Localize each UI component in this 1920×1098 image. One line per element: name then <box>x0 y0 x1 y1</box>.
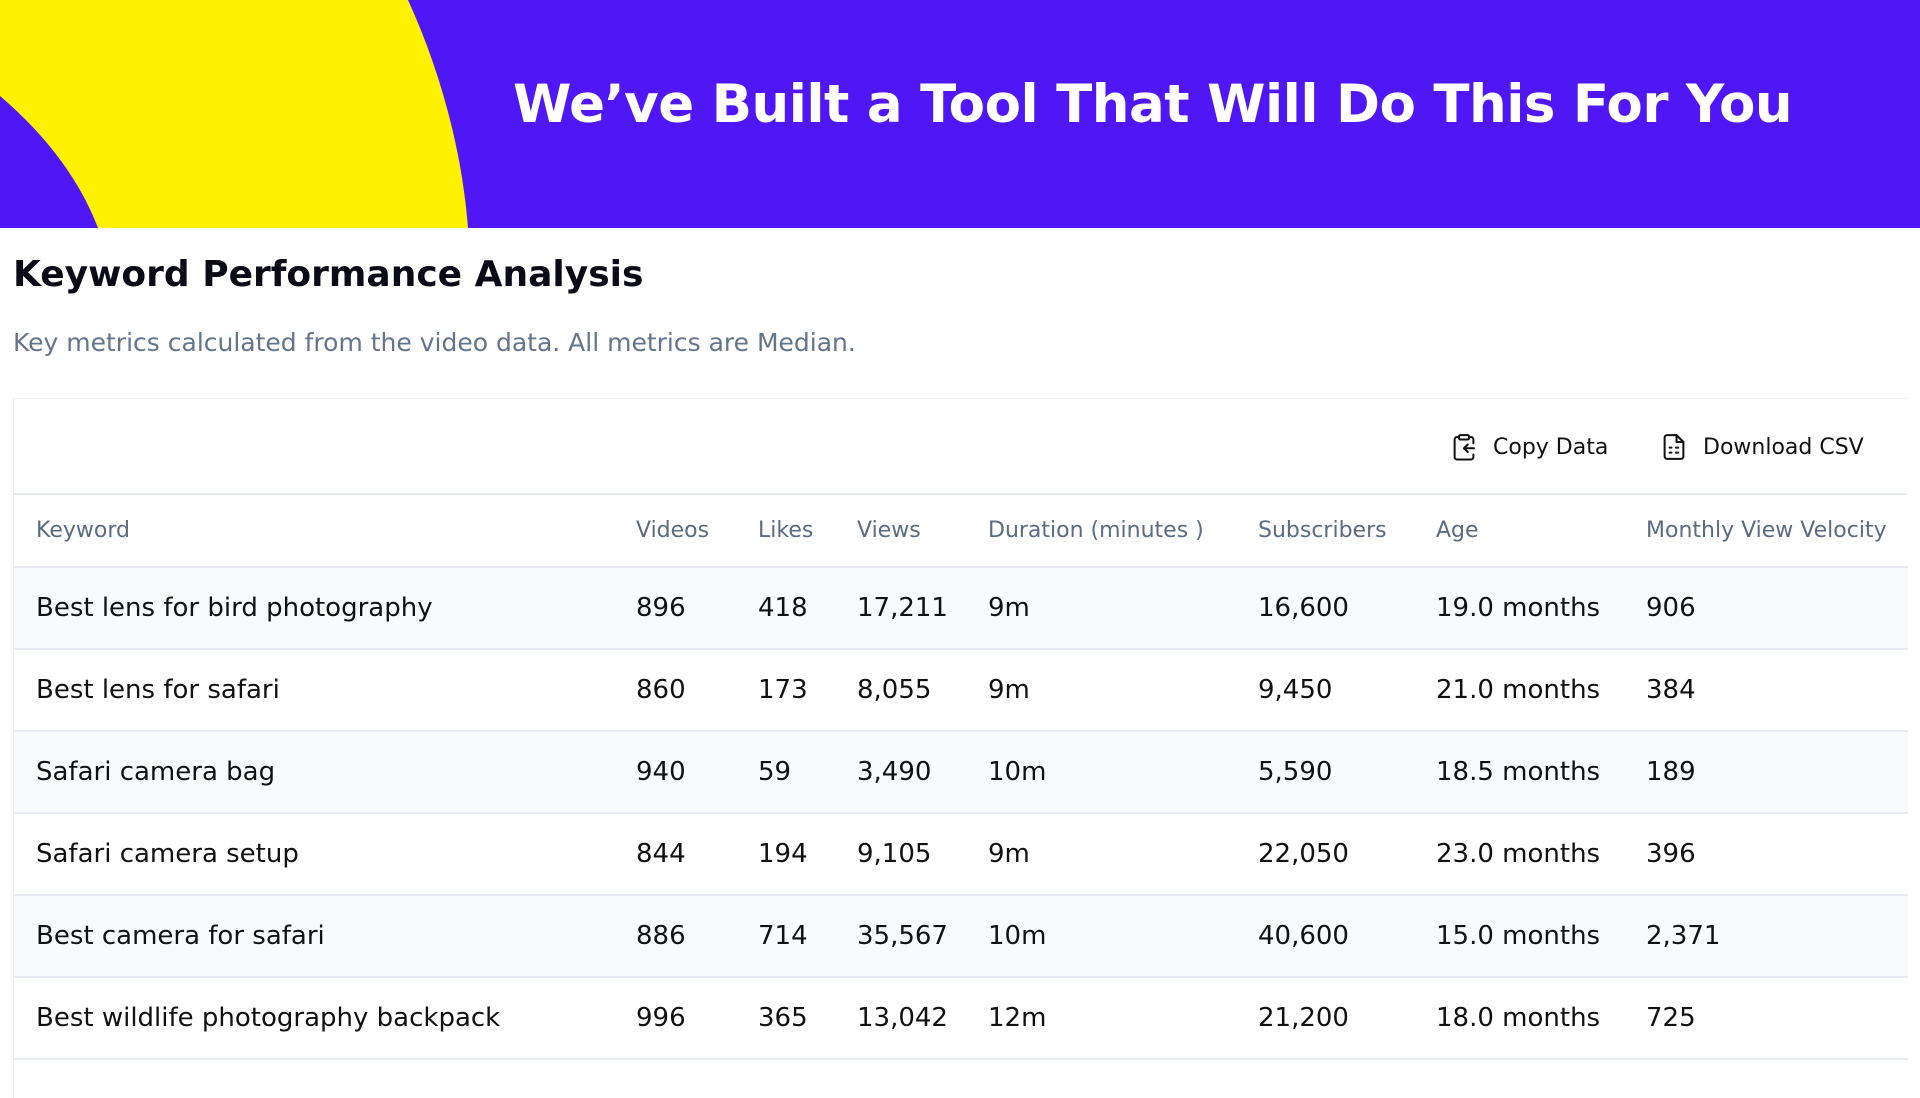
cell-age: 18.0 months <box>1414 977 1624 1060</box>
cell-keyword: Best lens for bird photography <box>14 567 614 650</box>
cell-subscribers: 5,590 <box>1236 731 1414 814</box>
cell-likes: 714 <box>736 895 835 978</box>
cell-videos: 860 <box>614 649 736 732</box>
keyword-analysis-card: Copy Data Download CSV Keyword Videos Li… <box>13 398 1908 1098</box>
cell-likes: 173 <box>736 649 835 732</box>
file-spreadsheet-icon <box>1663 434 1685 460</box>
cell-age: 15.0 months <box>1414 895 1624 978</box>
cell-subscribers: 40,600 <box>1236 895 1414 978</box>
cell-videos: 996 <box>614 977 736 1060</box>
download-csv-label: Download CSV <box>1703 434 1864 460</box>
copy-data-button[interactable]: Copy Data <box>1449 429 1608 465</box>
cell-views: 9,105 <box>835 813 966 896</box>
cell-views: 3,490 <box>835 731 966 814</box>
section-title: Keyword Performance Analysis <box>13 254 644 295</box>
banner-title: We’ve Built a Tool That Will Do This For… <box>513 74 1793 135</box>
cell-monthly-view-velocity: 189 <box>1624 731 1908 814</box>
copy-data-label: Copy Data <box>1493 434 1609 460</box>
cell-views: 17,211 <box>835 567 966 650</box>
table-toolbar: Copy Data Download CSV <box>14 399 1907 495</box>
column-header-age[interactable]: Age <box>1414 495 1624 568</box>
cell-age: 18.5 months <box>1414 731 1624 814</box>
clipboard-copy-icon <box>1453 434 1475 461</box>
column-header-likes[interactable]: Likes <box>736 495 835 568</box>
cell-age: 23.0 months <box>1414 813 1624 896</box>
table-row[interactable]: Safari camera bag 940 59 3,490 10m 5,590… <box>14 731 1908 814</box>
cell-videos: 896 <box>614 567 736 650</box>
table-header-row: Keyword Videos Likes Views Duration (min… <box>14 495 1908 568</box>
cell-likes: 59 <box>736 731 835 814</box>
cell-duration: 9m <box>966 567 1236 650</box>
cell-age: 21.0 months <box>1414 649 1624 732</box>
column-header-keyword[interactable]: Keyword <box>14 495 614 568</box>
table-row[interactable]: Safari camera setup 844 194 9,105 9m 22,… <box>14 813 1908 896</box>
cell-subscribers: 21,200 <box>1236 977 1414 1060</box>
cell-subscribers: 9,450 <box>1236 649 1414 732</box>
cell-keyword: Best lens for safari <box>14 649 614 732</box>
cell-keyword: Safari camera bag <box>14 731 614 814</box>
table-row[interactable]: Best lens for bird photography 896 418 1… <box>14 567 1908 650</box>
cell-keyword: Best camera for safari <box>14 895 614 978</box>
cell-duration: 12m <box>966 977 1236 1060</box>
table-row[interactable]: Best wildlife photography backpack 996 3… <box>14 977 1908 1060</box>
cell-monthly-view-velocity: 396 <box>1624 813 1908 896</box>
section-subtitle: Key metrics calculated from the video da… <box>13 328 856 357</box>
cell-monthly-view-velocity: 725 <box>1624 977 1908 1060</box>
cell-monthly-view-velocity: 384 <box>1624 649 1908 732</box>
cell-duration: 9m <box>966 649 1236 732</box>
cell-duration: 9m <box>966 813 1236 896</box>
cell-views: 8,055 <box>835 649 966 732</box>
cell-views: 13,042 <box>835 977 966 1060</box>
cell-monthly-view-velocity: 2,371 <box>1624 895 1908 978</box>
cell-likes: 418 <box>736 567 835 650</box>
cell-likes: 194 <box>736 813 835 896</box>
table-row[interactable]: Best lens for safari 860 173 8,055 9m 9,… <box>14 649 1908 732</box>
column-header-views[interactable]: Views <box>835 495 966 568</box>
cell-monthly-view-velocity: 906 <box>1624 567 1908 650</box>
cell-duration: 10m <box>966 895 1236 978</box>
cell-subscribers: 22,050 <box>1236 813 1414 896</box>
cell-subscribers: 16,600 <box>1236 567 1414 650</box>
keyword-performance-table: Keyword Videos Likes Views Duration (min… <box>14 495 1908 1060</box>
cell-videos: 844 <box>614 813 736 896</box>
column-header-subscribers[interactable]: Subscribers <box>1236 495 1414 568</box>
cell-likes: 365 <box>736 977 835 1060</box>
download-csv-button[interactable]: Download CSV <box>1659 429 1864 465</box>
hero-banner: We’ve Built a Tool That Will Do This For… <box>0 0 1920 228</box>
cell-keyword: Best wildlife photography backpack <box>14 977 614 1060</box>
column-header-duration[interactable]: Duration (minutes ) <box>966 495 1236 568</box>
cell-duration: 10m <box>966 731 1236 814</box>
column-header-monthly-view-velocity[interactable]: Monthly View Velocity <box>1624 495 1908 568</box>
yellow-swoosh-decoration <box>0 0 468 228</box>
cell-videos: 940 <box>614 731 736 814</box>
cell-views: 35,567 <box>835 895 966 978</box>
cell-age: 19.0 months <box>1414 567 1624 650</box>
cell-keyword: Safari camera setup <box>14 813 614 896</box>
table-row[interactable]: Best camera for safari 886 714 35,567 10… <box>14 895 1908 978</box>
cell-videos: 886 <box>614 895 736 978</box>
column-header-videos[interactable]: Videos <box>614 495 736 568</box>
